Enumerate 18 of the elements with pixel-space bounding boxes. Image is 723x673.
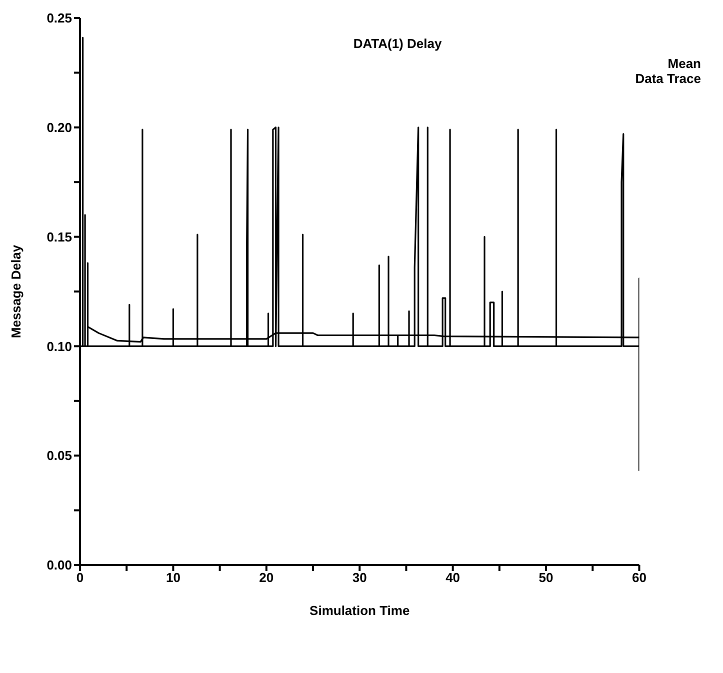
x-tick-label: 20 bbox=[259, 570, 274, 586]
x-tick-label: 60 bbox=[632, 570, 646, 586]
x-tick-label: 10 bbox=[166, 570, 180, 586]
x-tick-label: 30 bbox=[352, 570, 367, 586]
y-tick-label: 0.15 bbox=[46, 229, 72, 244]
x-tick-label: 40 bbox=[446, 570, 460, 586]
y-tick-label: 0.05 bbox=[46, 448, 72, 464]
x-tick-label: 0 bbox=[76, 570, 84, 586]
text: Data Trace bbox=[635, 71, 701, 86]
text: DATA(1) Delay bbox=[352, 36, 443, 51]
y-tick-label: 0.25 bbox=[46, 10, 72, 26]
y-tick-label: 0.00 bbox=[46, 558, 72, 573]
x-tick-label: 50 bbox=[538, 570, 554, 586]
y-tick-label: 0.20 bbox=[46, 120, 72, 136]
y-tick-label: 0.10 bbox=[46, 338, 72, 354]
y-axis-title: Message Delay bbox=[8, 244, 24, 338]
x-axis-title: Simulation Time bbox=[310, 603, 410, 618]
text: Mean bbox=[668, 56, 701, 71]
